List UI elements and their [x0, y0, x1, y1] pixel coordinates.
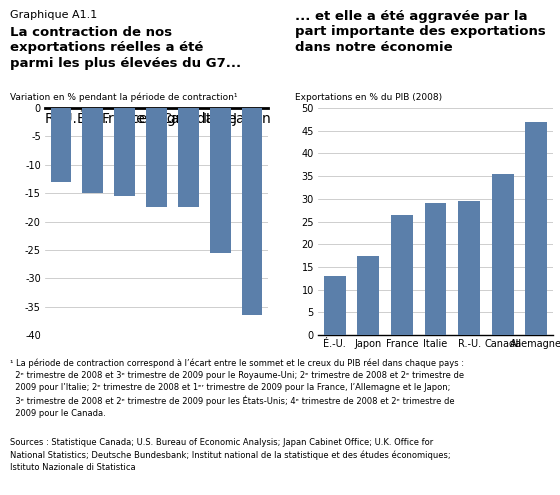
Bar	[178, 108, 199, 207]
Bar	[114, 108, 135, 196]
Text: ... et elle a été aggravée par la
part importante des exportations
dans notre éc: ... et elle a été aggravée par la part i…	[295, 10, 546, 54]
Bar	[50, 108, 71, 182]
Bar	[242, 108, 263, 315]
Text: La contraction de nos
exportations réelles a été
parmi les plus élevées du G7...: La contraction de nos exportations réell…	[10, 26, 241, 70]
Text: Sources : Statistique Canada; U.S. Bureau of Economic Analysis; Japan Cabinet Of: Sources : Statistique Canada; U.S. Burea…	[10, 438, 451, 472]
Text: Exportations en % du PIB (2008): Exportations en % du PIB (2008)	[295, 93, 442, 102]
Text: Variation en % pendant la période de contraction¹: Variation en % pendant la période de con…	[10, 93, 237, 102]
Bar	[324, 276, 346, 335]
Bar	[82, 108, 103, 193]
Bar	[391, 215, 413, 335]
Text: Graphique A1.1: Graphique A1.1	[10, 10, 97, 20]
Bar	[525, 122, 547, 335]
Text: ¹ La période de contraction correspond à l’écart entre le sommet et le creux du : ¹ La période de contraction correspond à…	[10, 358, 464, 418]
Bar	[458, 201, 480, 335]
Bar	[357, 255, 379, 335]
Bar	[492, 174, 514, 335]
Bar	[146, 108, 167, 207]
Bar	[424, 203, 446, 335]
Bar	[210, 108, 231, 253]
